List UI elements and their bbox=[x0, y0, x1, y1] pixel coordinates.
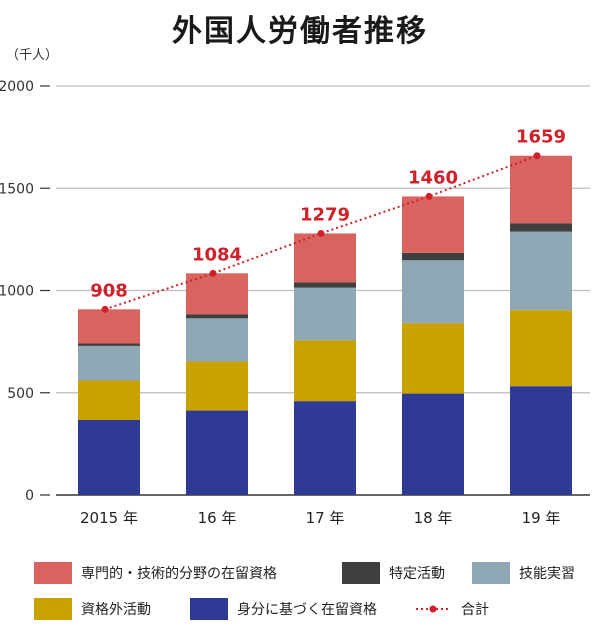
x-tick-label: 16 年 bbox=[198, 509, 237, 527]
bar-segment bbox=[186, 314, 248, 319]
legend-item-status-based: 身分に基づく在留資格 bbox=[190, 598, 377, 620]
bar-segment bbox=[402, 260, 464, 324]
bar-segment bbox=[510, 386, 572, 495]
bar-segment bbox=[78, 343, 140, 346]
bar-segment bbox=[510, 223, 572, 232]
legend-item-designated-activities: 特定活動 bbox=[342, 562, 445, 584]
legend-item-specialist: 専門的・技術的分野の在留資格 bbox=[34, 562, 277, 584]
x-tick-label: 17 年 bbox=[306, 509, 345, 527]
y-tick-label: 0 bbox=[25, 488, 34, 504]
bar-segment bbox=[294, 401, 356, 495]
bar-segment bbox=[510, 310, 572, 387]
legend-swatch bbox=[342, 562, 380, 584]
total-point bbox=[425, 192, 433, 200]
total-data-label: 1659 bbox=[516, 127, 566, 148]
bar-segment bbox=[78, 419, 140, 495]
legend-label: 身分に基づく在留資格 bbox=[237, 602, 377, 618]
bar-segment bbox=[186, 273, 248, 315]
y-axis-unit-label: （千人） bbox=[6, 48, 59, 63]
y-tick-label: 1500 bbox=[0, 181, 34, 197]
chart-title: 外国人労働者推移 bbox=[172, 14, 428, 49]
total-point bbox=[209, 269, 217, 277]
total-point bbox=[533, 152, 541, 160]
legend-item-permitted-outside: 資格外活動 bbox=[34, 598, 151, 620]
legend-swatch bbox=[34, 598, 72, 620]
total-data-label: 1084 bbox=[192, 244, 242, 265]
bar-segment bbox=[402, 196, 464, 253]
legend-label: 特定活動 bbox=[389, 566, 445, 582]
bar-segment bbox=[78, 380, 140, 420]
bar-segment bbox=[186, 361, 248, 411]
x-tick-label: 18 年 bbox=[414, 509, 453, 527]
bars bbox=[78, 155, 572, 495]
bar-segment bbox=[78, 345, 140, 381]
legend-label: 合計 bbox=[461, 602, 489, 618]
total-point bbox=[101, 305, 109, 313]
bar-segment bbox=[510, 155, 572, 224]
bar-segment bbox=[294, 282, 356, 288]
bar-segment bbox=[510, 231, 572, 311]
bar-segment bbox=[402, 323, 464, 394]
bar-segment bbox=[402, 252, 464, 261]
legend-label: 技能実習 bbox=[519, 566, 575, 582]
total-data-label: 908 bbox=[90, 280, 128, 301]
legend-total-line-icon bbox=[414, 598, 452, 620]
total-series-line bbox=[104, 154, 538, 311]
legend-swatch bbox=[472, 562, 510, 584]
total-data-label: 1460 bbox=[408, 167, 458, 188]
x-tick-label: 19 年 bbox=[522, 509, 561, 527]
x-axis-ticks: 2015 年 16 年 17 年 18 年 19 年 bbox=[80, 509, 560, 527]
total-line: 908 1084 1279 1460 1659 bbox=[90, 127, 566, 313]
bar-segment bbox=[186, 318, 248, 362]
y-tick-label: 2000 bbox=[0, 79, 34, 95]
total-point bbox=[317, 229, 325, 237]
bar-segment bbox=[78, 309, 140, 344]
y-tick-label: 500 bbox=[7, 386, 34, 402]
y-axis-ticks: 0 500 1000 1500 2000 bbox=[0, 79, 50, 504]
bar-segment bbox=[294, 340, 356, 402]
legend-label: 資格外活動 bbox=[81, 602, 151, 618]
legend-swatch bbox=[190, 598, 228, 620]
bar-segment bbox=[402, 393, 464, 495]
x-tick-label: 2015 年 bbox=[80, 509, 138, 527]
bar-segment bbox=[294, 233, 356, 283]
legend-label: 専門的・技術的分野の在留資格 bbox=[81, 566, 277, 582]
bar-segment bbox=[186, 410, 248, 495]
legend-swatch bbox=[34, 562, 72, 584]
legend: 専門的・技術的分野の在留資格 特定活動 技能実習 資格外活動 身分に基づく在留資… bbox=[0, 548, 600, 628]
bar-segment bbox=[294, 287, 356, 341]
legend-item-total: 合計 bbox=[414, 598, 489, 620]
total-data-label: 1279 bbox=[300, 204, 350, 225]
y-tick-label: 1000 bbox=[0, 284, 34, 300]
legend-item-technical-intern: 技能実習 bbox=[472, 562, 575, 584]
